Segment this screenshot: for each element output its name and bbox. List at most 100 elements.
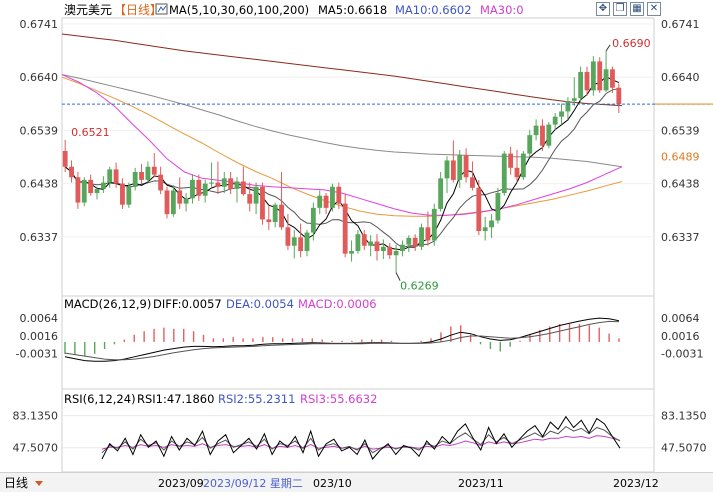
candle-body (578, 71, 584, 99)
candle-body (170, 190, 176, 215)
candle-body (374, 241, 380, 252)
candle-body (279, 204, 284, 228)
candle-body (266, 219, 272, 223)
candle-body (240, 181, 246, 195)
candle-body (336, 186, 342, 204)
candle-body (113, 169, 119, 184)
candle-body (342, 203, 348, 254)
candle-body (317, 195, 323, 208)
price-tick-label-left: 0.6539 (20, 124, 59, 137)
candle-body (361, 234, 367, 246)
candle-body (546, 124, 552, 146)
close-icon[interactable]: ✕ (647, 2, 661, 16)
candle-body (610, 69, 615, 88)
candle-body (533, 125, 539, 136)
ma200-line (61, 33, 623, 107)
axis-labels: 0.6741 0.6741 0.6640 0.6640 0.6539 0.6539 0.64… (13, 18, 707, 455)
high-pointer (605, 44, 611, 52)
candle-body (559, 111, 564, 117)
low-price-label: 0.6269 (400, 280, 439, 293)
macd-params-label: MACD(26,12,9) (64, 297, 151, 311)
rsi-tick-label-left: 47.5070 (13, 442, 59, 455)
candle-body (298, 237, 304, 252)
candle-body (69, 166, 74, 178)
chart-type-icon-glyph (157, 5, 167, 13)
macd-chart (64, 317, 620, 362)
rsi-tick-label-right: 83.1350 (661, 410, 707, 423)
macd-tick-label-right: -0.0031 (661, 347, 703, 360)
macd-diff-value: DIFF:0.0057 (153, 297, 222, 311)
candle-body (234, 181, 240, 189)
candle-body (514, 167, 520, 178)
candle-body (310, 207, 316, 233)
period-footer-label[interactable]: 日线 (4, 476, 28, 490)
candle-body (387, 246, 393, 256)
candle-body (438, 178, 444, 209)
price-tick-label-right: 0.6640 (661, 71, 700, 84)
candle-body (457, 155, 463, 180)
macd-macd-value: MACD:0.0006 (298, 297, 377, 311)
price-tick-label-right: 0.6539 (661, 124, 700, 137)
candle-body (215, 182, 221, 187)
candle-body (412, 237, 418, 247)
candle-body (508, 153, 514, 168)
candle-body (202, 183, 208, 196)
grid-lines (62, 23, 654, 238)
candle-body (100, 182, 106, 189)
ma5-value: MA5:0.6618 (318, 3, 387, 17)
candle-body (571, 98, 577, 101)
candle-body (253, 186, 259, 204)
ma5-line (64, 76, 620, 251)
price-tick-label-left: 0.6741 (20, 18, 59, 31)
candle-body (590, 61, 596, 91)
candle-body (209, 182, 214, 184)
candle-body (368, 241, 374, 246)
restore-icon[interactable]: ❐ (613, 2, 627, 16)
candle-body (431, 208, 437, 241)
period-dropdown-icon[interactable] (35, 481, 43, 486)
symbol-label: 澳元美元 (64, 3, 112, 17)
candle-body (158, 174, 164, 191)
candle-body (482, 227, 488, 232)
price-pane (61, 17, 655, 297)
rsi-params-label: RSI(6,12,24) (64, 392, 136, 406)
candle-body (355, 234, 361, 252)
candle-body (145, 166, 151, 180)
period-label[interactable]: 【日线】 (114, 3, 162, 17)
candle-body (406, 237, 412, 245)
candle-body (126, 186, 132, 205)
candle-body (196, 179, 202, 196)
candle-body (444, 160, 450, 179)
candle-body (190, 179, 195, 199)
macd-tick-label-right: 0.0064 (661, 312, 700, 325)
candle-body (393, 251, 399, 256)
rsi2-value: RSI2:55.2311 (218, 392, 295, 406)
candle-body (62, 150, 68, 167)
candle-body (94, 188, 100, 194)
rsi-tick-label-right: 47.5070 (661, 442, 707, 455)
candle-body (330, 186, 335, 208)
date-axis: 日线 2023/09 2023/09/12 星期二 023/10 2023/11… (4, 476, 659, 490)
grid-icon[interactable]: ▦ (630, 2, 644, 16)
candle-body (400, 244, 405, 252)
chart-type-icon[interactable] (155, 3, 168, 15)
candle-body (463, 155, 469, 178)
candle-body (164, 190, 170, 215)
candle-body (349, 251, 354, 254)
price-tick-label-left: 0.6438 (20, 178, 59, 191)
candle-body (597, 61, 603, 91)
candle-body (476, 187, 482, 232)
candle-body (419, 227, 424, 247)
cursor-date-label: 2023/09/12 星期二 (203, 477, 303, 490)
candle-body (247, 194, 253, 204)
price-tick-label-right: 0.6741 (661, 18, 700, 31)
move-icon[interactable]: ✥ (596, 2, 610, 16)
ma10-line (64, 88, 619, 249)
candle-body (285, 227, 291, 246)
date-axis-bar: 日线 2023/09 2023/09/12 星期二 023/10 2023/11… (0, 472, 713, 492)
candle-body (527, 135, 533, 154)
candle-body (501, 153, 507, 194)
candle-body (228, 178, 234, 189)
rsi3-value: RSI3:55.6632 (300, 392, 377, 406)
low-pointer (395, 272, 401, 281)
